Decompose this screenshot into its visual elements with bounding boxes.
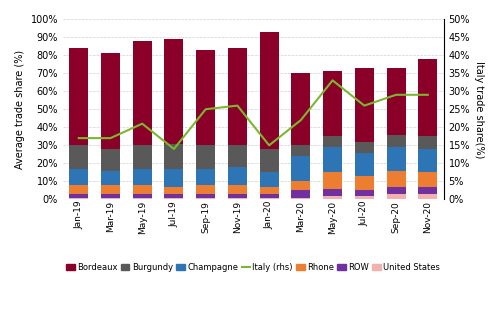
Bar — [418, 194, 437, 199]
Italy (rhs) — [266, 143, 272, 147]
Bar — [196, 198, 215, 199]
Bar — [165, 187, 184, 194]
Bar — [418, 136, 437, 149]
Legend: Bordeaux, Burgundy, Champagne, Italy (rhs), Rhone, ROW, United States: Bordeaux, Burgundy, Champagne, Italy (rh… — [65, 261, 442, 274]
Bar — [387, 187, 406, 194]
Bar — [355, 142, 374, 153]
Line: Italy (rhs): Italy (rhs) — [79, 80, 428, 149]
Italy (rhs) — [298, 118, 304, 122]
Bar — [355, 190, 374, 196]
Bar — [196, 50, 215, 145]
Italy (rhs) — [171, 147, 177, 151]
Bar — [165, 144, 184, 169]
Bar — [291, 181, 310, 190]
Italy (rhs) — [203, 107, 209, 111]
Bar — [165, 198, 184, 199]
Bar — [323, 71, 342, 136]
Bar — [291, 73, 310, 145]
Italy (rhs) — [76, 136, 82, 140]
Bar — [133, 198, 152, 199]
Italy (rhs) — [235, 104, 241, 108]
Bar — [259, 32, 278, 149]
Bar — [228, 167, 247, 185]
Bar — [228, 198, 247, 199]
Bar — [418, 187, 437, 194]
Italy (rhs) — [361, 104, 367, 108]
Italy (rhs) — [393, 93, 399, 97]
Bar — [259, 187, 278, 194]
Bar — [355, 153, 374, 176]
Bar — [165, 194, 184, 198]
Bar — [133, 41, 152, 145]
Bar — [418, 59, 437, 136]
Y-axis label: Italy trade share(%): Italy trade share(%) — [474, 61, 484, 158]
Bar — [259, 149, 278, 172]
Bar — [228, 194, 247, 198]
Bar — [259, 198, 278, 199]
Bar — [133, 185, 152, 194]
Bar — [387, 147, 406, 170]
Bar — [69, 194, 88, 198]
Bar — [418, 149, 437, 172]
Bar — [355, 176, 374, 190]
Bar — [418, 172, 437, 187]
Bar — [355, 196, 374, 199]
Bar — [323, 188, 342, 196]
Bar — [133, 194, 152, 198]
Italy (rhs) — [139, 122, 145, 126]
Bar — [196, 185, 215, 194]
Bar — [323, 136, 342, 147]
Bar — [228, 48, 247, 145]
Y-axis label: Average trade share (%): Average trade share (%) — [15, 50, 25, 169]
Bar — [133, 145, 152, 169]
Bar — [387, 135, 406, 147]
Bar — [259, 194, 278, 198]
Bar — [196, 169, 215, 185]
Bar — [387, 194, 406, 199]
Bar — [69, 185, 88, 194]
Bar — [196, 145, 215, 169]
Bar — [228, 185, 247, 194]
Bar — [69, 48, 88, 145]
Bar — [69, 145, 88, 169]
Bar — [387, 170, 406, 187]
Bar — [355, 68, 374, 142]
Bar — [196, 194, 215, 198]
Bar — [101, 185, 120, 194]
Bar — [291, 198, 310, 199]
Bar — [69, 198, 88, 199]
Bar — [291, 156, 310, 181]
Bar — [323, 147, 342, 172]
Bar — [387, 68, 406, 135]
Bar — [69, 169, 88, 185]
Italy (rhs) — [330, 78, 336, 82]
Bar — [101, 194, 120, 198]
Bar — [133, 169, 152, 185]
Bar — [259, 172, 278, 187]
Italy (rhs) — [107, 136, 113, 140]
Bar — [165, 39, 184, 144]
Bar — [323, 172, 342, 188]
Bar — [165, 169, 184, 187]
Bar — [323, 196, 342, 199]
Bar — [101, 198, 120, 199]
Bar — [101, 149, 120, 170]
Bar — [291, 190, 310, 198]
Bar — [101, 53, 120, 149]
Bar — [228, 145, 247, 167]
Italy (rhs) — [425, 93, 431, 97]
Bar — [101, 170, 120, 185]
Bar — [291, 145, 310, 156]
